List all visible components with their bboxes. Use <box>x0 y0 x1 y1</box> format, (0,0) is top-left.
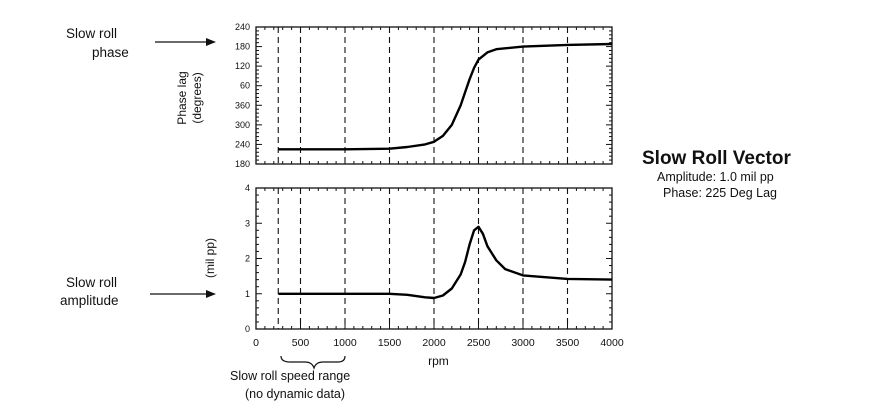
x-tick-label: 1500 <box>378 337 402 349</box>
y-tick-label: 240 <box>235 139 250 149</box>
y-tick-label: 60 <box>240 81 250 91</box>
vector-amplitude-text: Amplitude: 1.0 mil pp <box>657 170 774 184</box>
x-tick-label: 3500 <box>556 337 580 349</box>
y-tick-label: 180 <box>235 42 250 52</box>
range-annotation-line1: Slow roll speed range <box>230 369 350 383</box>
x-tick-label: 0 <box>253 337 259 349</box>
range-annotation-line2: (no dynamic data) <box>245 387 345 401</box>
phase-y-axis-label-line1: Phase lag <box>175 71 189 124</box>
y-tick-label: 4 <box>245 183 250 193</box>
y-tick-label: 2 <box>245 254 250 264</box>
y-tick-label: 0 <box>245 324 250 334</box>
vector-phase-text: Phase: 225 Deg Lag <box>663 186 777 200</box>
phase-annotation-arrowhead <box>206 38 216 46</box>
y-tick-label: 1 <box>245 289 250 299</box>
series-line-0 <box>278 225 613 300</box>
x-tick-label: 1000 <box>333 337 357 349</box>
phase-annotation-line1: Slow roll <box>66 26 117 41</box>
x-tick-label: 2500 <box>467 337 491 349</box>
y-tick-label: 300 <box>235 120 250 130</box>
x-tick-label: 3000 <box>511 337 535 349</box>
y-tick-label: 360 <box>235 100 250 110</box>
slow-roll-range-brace <box>280 355 346 370</box>
phase-panel: 180 240 300 360 60 120 180 240 Phase lag(degrees… <box>175 22 613 169</box>
amplitude-annotation-line2: amplitude <box>60 293 119 308</box>
series-line-0 <box>278 42 613 151</box>
y-tick-label: 3 <box>245 218 250 228</box>
y-tick-label: 240 <box>235 22 250 32</box>
phase-y-axis-label-line2: (degrees) <box>190 72 204 123</box>
phase-annotation-line2: phase <box>92 45 129 60</box>
amplitude-annotation-line1: Slow roll <box>66 275 117 290</box>
x-tick-label: 2000 <box>422 337 446 349</box>
phase-y-axis-label: Phase lag(degrees) <box>175 71 204 124</box>
amplitude-annotation-arrowhead <box>206 290 216 298</box>
amplitude-y-axis-label: (mil pp) <box>203 238 217 278</box>
y-tick-label: 120 <box>235 61 250 71</box>
vector-title: Slow Roll Vector <box>642 148 791 169</box>
x-tick-label: 4000 <box>600 337 624 349</box>
x-tick-label: 500 <box>292 337 310 349</box>
amplitude-panel: 0 1 2 3 4 0 500 1000 1500 2000 2500 3000 3500 4000 rpm… <box>203 183 624 368</box>
x-axis-label: rpm <box>428 354 449 368</box>
y-tick-label: 180 <box>235 159 250 169</box>
